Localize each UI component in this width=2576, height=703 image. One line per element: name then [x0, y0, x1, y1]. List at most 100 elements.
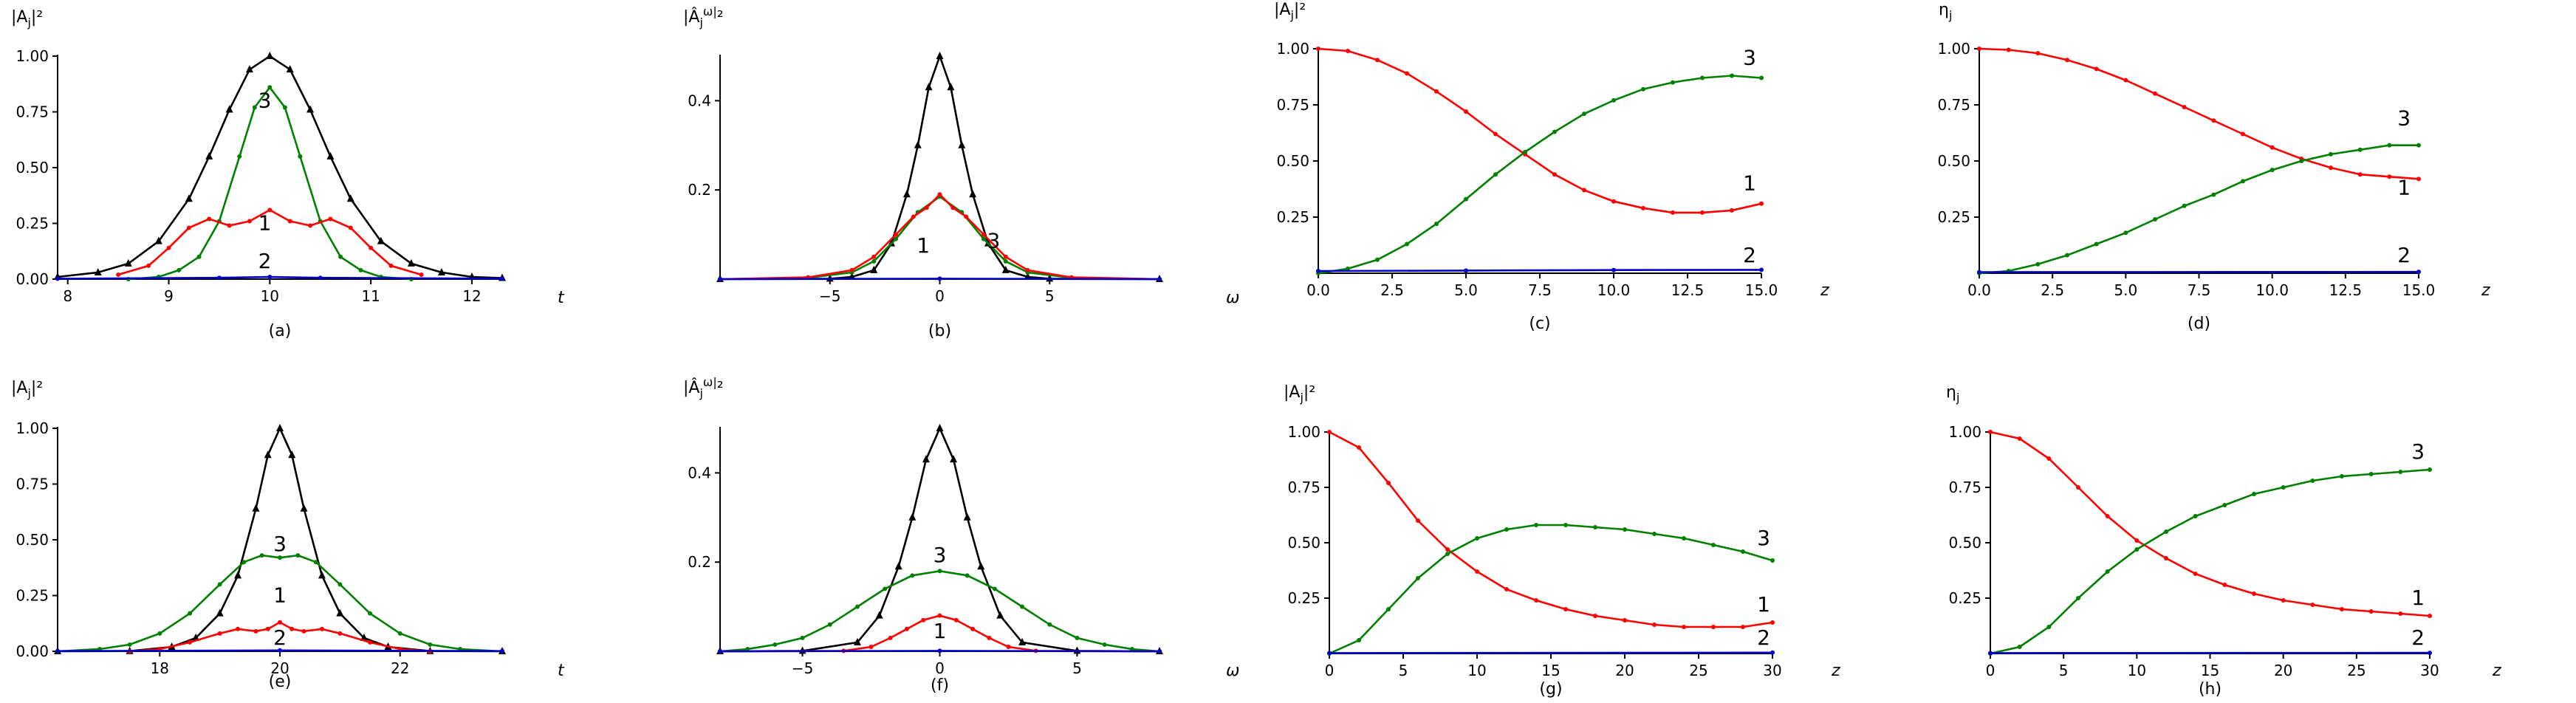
data-point-3 [965, 573, 970, 578]
data-point-total [977, 562, 985, 570]
x-tick-label: 0 [935, 659, 945, 677]
panel-h: 0 5 10 15 20 25 30 0.25 0.50 0.75 1.00 ηj z (h) 3 1 2 [1946, 383, 2501, 699]
curve-label: 3 [2397, 106, 2411, 130]
y-tick-label: 0.00 [16, 270, 49, 288]
data-point-3 [259, 553, 264, 558]
panel-f: −5 0 5 0.2 0.4 |Âjω|² ω (f) 3 1 [683, 375, 1239, 695]
data-point-3 [2222, 503, 2227, 507]
data-point-1 [924, 205, 929, 210]
data-point-1 [2193, 572, 2198, 576]
data-point-total [875, 611, 883, 619]
curve-label: 3 [1757, 526, 1770, 550]
x-tick-label: 2.5 [1380, 281, 1404, 299]
curve-label: 3 [987, 229, 1000, 253]
series-line-3 [1318, 75, 1762, 275]
data-point-total [94, 267, 102, 275]
series-line-1 [1329, 431, 1773, 628]
data-point-1 [1386, 481, 1391, 485]
data-point-2 [500, 648, 504, 654]
x-tick-label: 11 [361, 287, 380, 305]
y-axis-label: |Aj|² [1274, 1, 1306, 22]
x-tick-label: 20 [1615, 662, 1634, 679]
data-point-1 [2252, 591, 2256, 596]
data-point-1 [964, 214, 969, 219]
data-point-1 [1759, 201, 1764, 206]
curve-label: 3 [934, 543, 947, 567]
series-line-3 [1990, 468, 2431, 655]
data-point-3 [2123, 230, 2128, 236]
data-point-1 [970, 626, 976, 631]
y-tick-label: 0.2 [688, 181, 711, 199]
data-point-1 [388, 263, 394, 268]
data-point-1 [1563, 607, 1568, 611]
data-point-1 [267, 208, 273, 213]
data-point-1 [2340, 607, 2344, 611]
data-point-3 [2134, 547, 2140, 552]
data-point-1 [1730, 208, 1734, 213]
x-tick-label: 20 [270, 659, 289, 677]
data-point-1 [2153, 91, 2157, 96]
series-line-2 [1329, 651, 1773, 654]
data-point-total [963, 512, 971, 521]
data-point-3 [1652, 532, 1657, 536]
data-point-total [300, 504, 308, 512]
data-point-total [360, 633, 368, 641]
data-point-total [914, 140, 922, 148]
data-point-1 [888, 635, 893, 640]
data-point-3 [871, 258, 877, 264]
curve-label: 1 [2397, 176, 2411, 200]
y-tick-label: 0.25 [1287, 589, 1320, 607]
data-point-1 [2357, 172, 2363, 177]
y-tick-label: 0.4 [688, 92, 711, 109]
data-point-total [288, 450, 296, 459]
panel-caption: (a) [269, 322, 292, 340]
x-tick-label: 7.5 [2188, 281, 2211, 299]
x-axis-label: ω [1226, 289, 1239, 307]
curve-label: 3 [1743, 45, 1756, 69]
data-point-3 [282, 105, 287, 110]
data-point-total [185, 194, 193, 202]
data-point-3 [1102, 642, 1107, 647]
series-line-total [719, 53, 1160, 281]
panel-caption: (c) [1529, 315, 1550, 333]
data-point-3 [910, 573, 915, 578]
data-point-3 [2340, 474, 2344, 479]
data-point-total [245, 65, 253, 73]
curve-label: 2 [2411, 625, 2425, 650]
data-point-1 [1375, 58, 1380, 63]
data-point-total [870, 265, 878, 273]
data-point-3 [2193, 514, 2198, 518]
data-point-3 [2065, 253, 2069, 258]
data-point-1 [1405, 71, 1409, 76]
data-point-3 [1759, 75, 1764, 80]
x-tick-label: 30 [2420, 662, 2439, 679]
curve-label: 2 [1757, 625, 1770, 650]
x-tick-label: 0.0 [1306, 281, 1330, 299]
y-tick-label: 0.75 [1287, 479, 1320, 496]
series-line-total [57, 55, 503, 279]
y-axis-label: |Aj|² [11, 379, 43, 400]
y-tick-label: 1.00 [1287, 423, 1320, 441]
data-point-total [922, 455, 930, 463]
data-point-1 [253, 628, 258, 634]
x-tick-label: 10 [2128, 662, 2146, 679]
x-tick-label: 0 [1986, 662, 1996, 679]
x-tick-label: 20 [2274, 662, 2292, 679]
y-tick-label: 0.75 [16, 103, 49, 121]
data-point-1 [1357, 445, 1361, 450]
data-point-3 [1445, 552, 1450, 556]
data-point-3 [358, 267, 363, 272]
data-point-2 [318, 275, 323, 281]
panel-g: 0 5 10 15 20 25 30 0.25 0.50 0.75 1.00 |Aj|² z (g) 3 1 2 [1284, 383, 1840, 699]
data-point-1 [953, 617, 959, 623]
data-point-1 [2241, 131, 2245, 137]
data-point-1 [227, 223, 232, 228]
data-point-total [958, 140, 966, 148]
data-point-total [377, 236, 385, 244]
data-point-1 [166, 245, 171, 250]
curve-label: 1 [258, 211, 272, 236]
data-point-3 [2164, 529, 2168, 534]
data-point-total [318, 571, 326, 579]
data-point-3 [2046, 625, 2052, 629]
data-point-total [936, 424, 944, 431]
